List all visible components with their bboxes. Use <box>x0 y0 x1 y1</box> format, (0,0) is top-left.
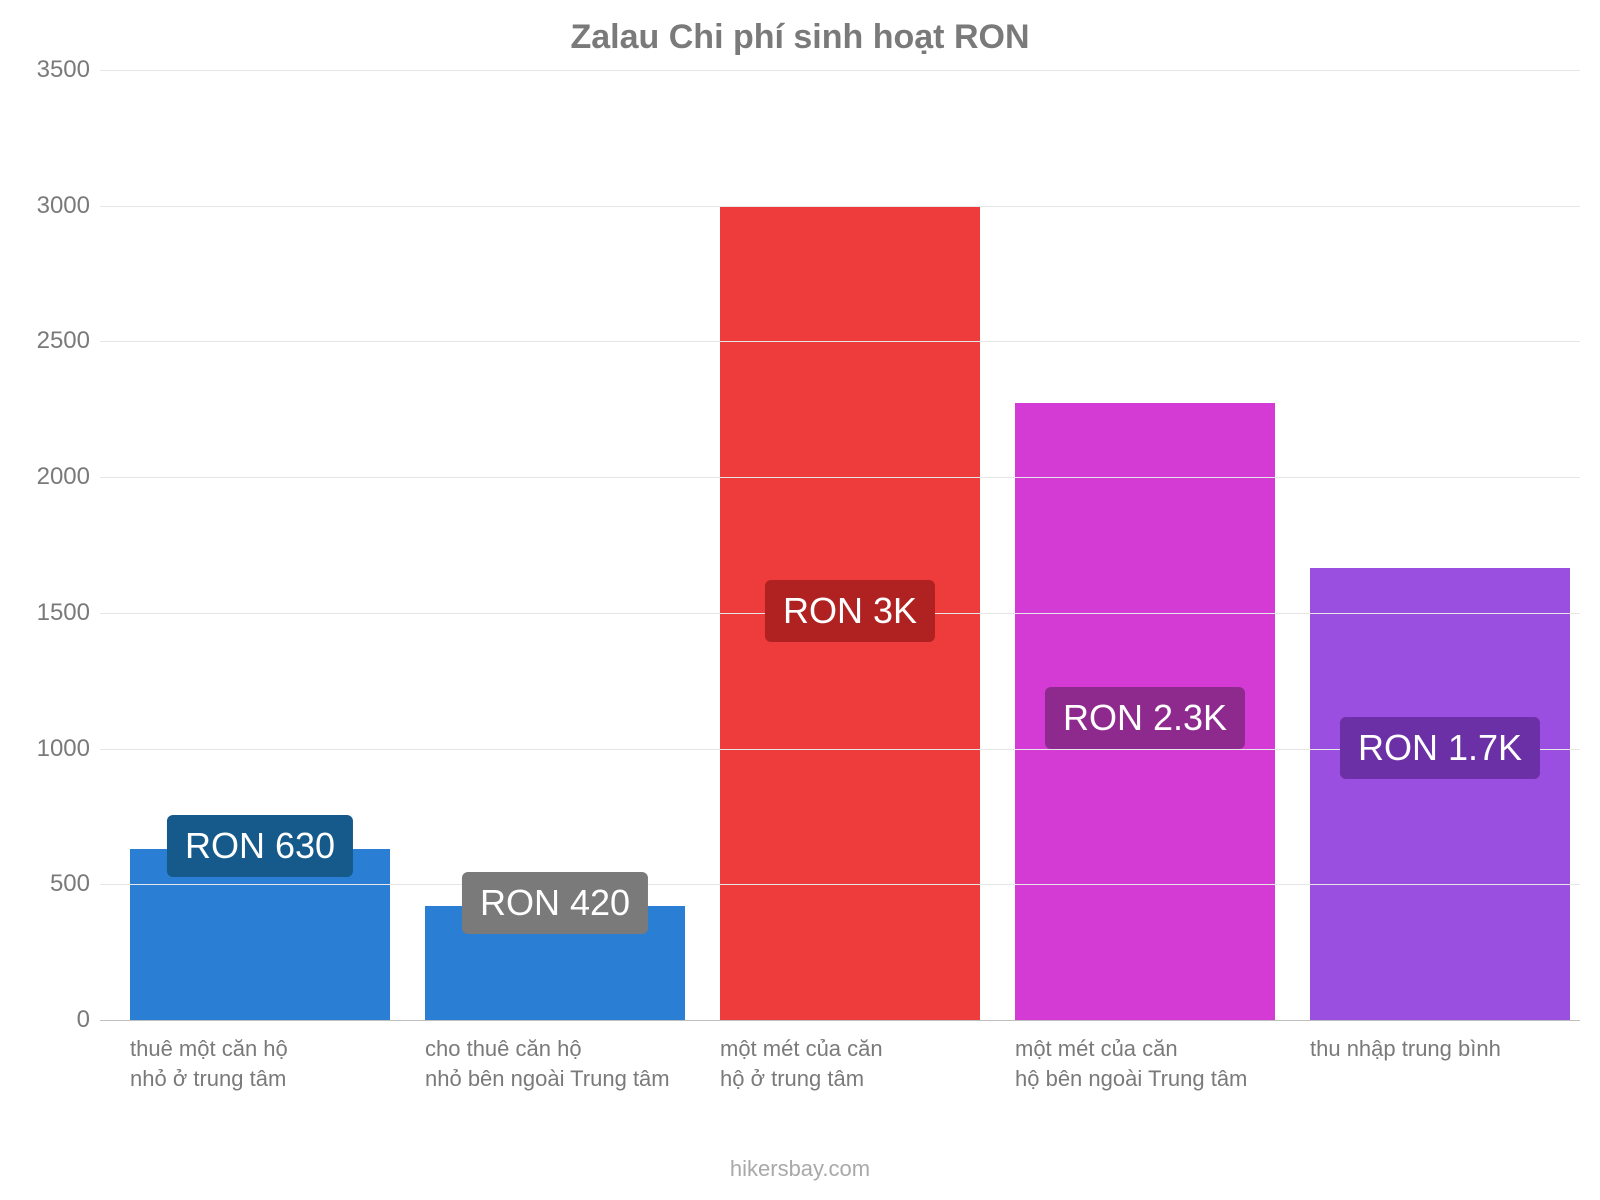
x-tick-label: một mét của căn hộ ở trung tâm <box>720 1034 1040 1093</box>
x-axis-baseline <box>100 1020 1580 1021</box>
y-tick-label: 0 <box>77 1006 90 1034</box>
grid-line <box>100 477 1580 478</box>
x-tick-label: thuê một căn hộ nhỏ ở trung tâm <box>130 1034 450 1093</box>
x-tick-label: một mét của căn hộ bên ngoài Trung tâm <box>1015 1034 1335 1093</box>
bar-value-badge: RON 630 <box>167 815 353 877</box>
chart-title: Zalau Chi phí sinh hoạt RON <box>0 18 1600 57</box>
grid-line <box>100 70 1580 71</box>
grid-line <box>100 341 1580 342</box>
bar <box>1310 568 1570 1020</box>
bar-value-badge: RON 2.3K <box>1045 687 1245 749</box>
x-tick-label: cho thuê căn hộ nhỏ bên ngoài Trung tâm <box>425 1034 745 1093</box>
chart-container: Zalau Chi phí sinh hoạt RON RON 630 RON 4… <box>0 0 1600 1200</box>
y-tick-label: 500 <box>50 870 90 898</box>
bar-value-badge: RON 420 <box>462 872 648 934</box>
bars-layer <box>100 70 1580 1020</box>
chart-footer: hikersbay.com <box>0 1156 1600 1182</box>
grid-line <box>100 206 1580 207</box>
y-tick-label: 1500 <box>37 599 90 627</box>
bar-value-badge: RON 1.7K <box>1340 717 1540 779</box>
x-axis-labels: thuê một căn hộ nhỏ ở trung tâmcho thuê … <box>100 1034 1580 1144</box>
y-tick-label: 1000 <box>37 735 90 763</box>
x-tick-label: thu nhập trung bình <box>1310 1034 1600 1064</box>
y-tick-label: 3000 <box>37 192 90 220</box>
bar-value-badge: RON 3K <box>765 580 935 642</box>
plot-area: RON 630 RON 420 RON 3K RON 2.3K RON 1.7K <box>100 70 1580 1020</box>
y-tick-label: 2500 <box>37 327 90 355</box>
y-tick-label: 3500 <box>37 56 90 84</box>
y-tick-label: 2000 <box>37 463 90 491</box>
grid-line <box>100 884 1580 885</box>
